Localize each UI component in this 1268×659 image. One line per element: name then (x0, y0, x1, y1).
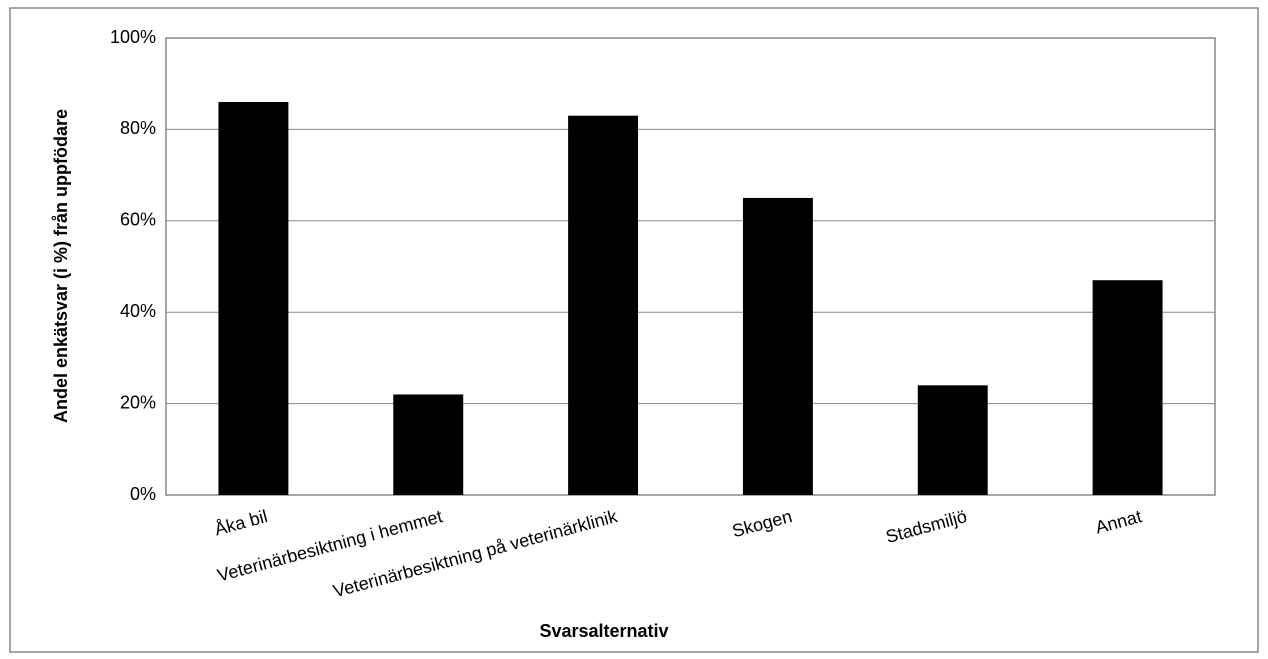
y-axis-title: Andel enkätsvar (i %) från uppfödare (51, 109, 71, 423)
bar (218, 101, 289, 495)
bar (742, 197, 813, 495)
bar (917, 385, 988, 495)
bar (568, 115, 639, 495)
plot-border (165, 37, 1216, 496)
y-tick-label: 100% (110, 27, 156, 47)
y-tick-label: 0% (130, 484, 156, 504)
bar (1092, 280, 1163, 495)
x-axis-title: Svarsalternativ (539, 621, 668, 641)
y-tick-label: 80% (120, 118, 156, 138)
y-tick-label: 60% (120, 210, 156, 230)
y-tick-label: 20% (120, 392, 156, 412)
y-tick-label: 40% (120, 301, 156, 321)
bar (393, 394, 464, 495)
